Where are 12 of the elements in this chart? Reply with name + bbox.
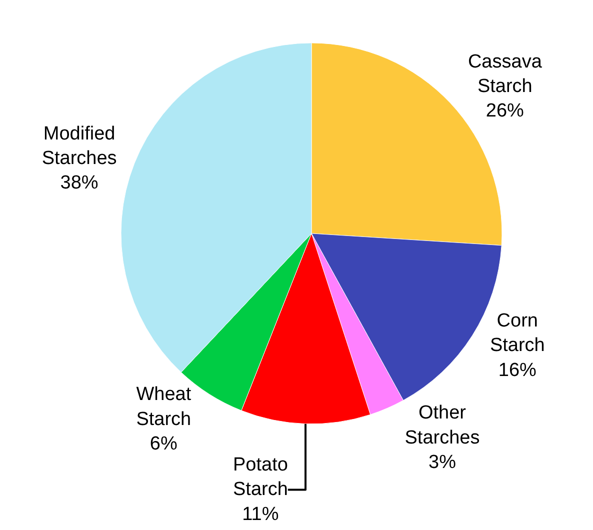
- slice-label: Other Starches: [404, 402, 480, 448]
- data-label: 38%: [60, 172, 98, 194]
- slice-label: Corn Starch: [490, 310, 545, 356]
- slice-label: Potato Starch: [232, 454, 288, 500]
- slice-label: Cassava Starch: [468, 51, 542, 98]
- slice-label: Modified Starches: [42, 123, 117, 170]
- data-label: 16%: [498, 360, 537, 381]
- data-label: 3%: [428, 452, 456, 474]
- data-label: 11%: [242, 504, 279, 525]
- data-label: 6%: [150, 434, 178, 455]
- data-label: 26%: [486, 100, 524, 122]
- slice-label: Wheat Starch: [136, 384, 192, 430]
